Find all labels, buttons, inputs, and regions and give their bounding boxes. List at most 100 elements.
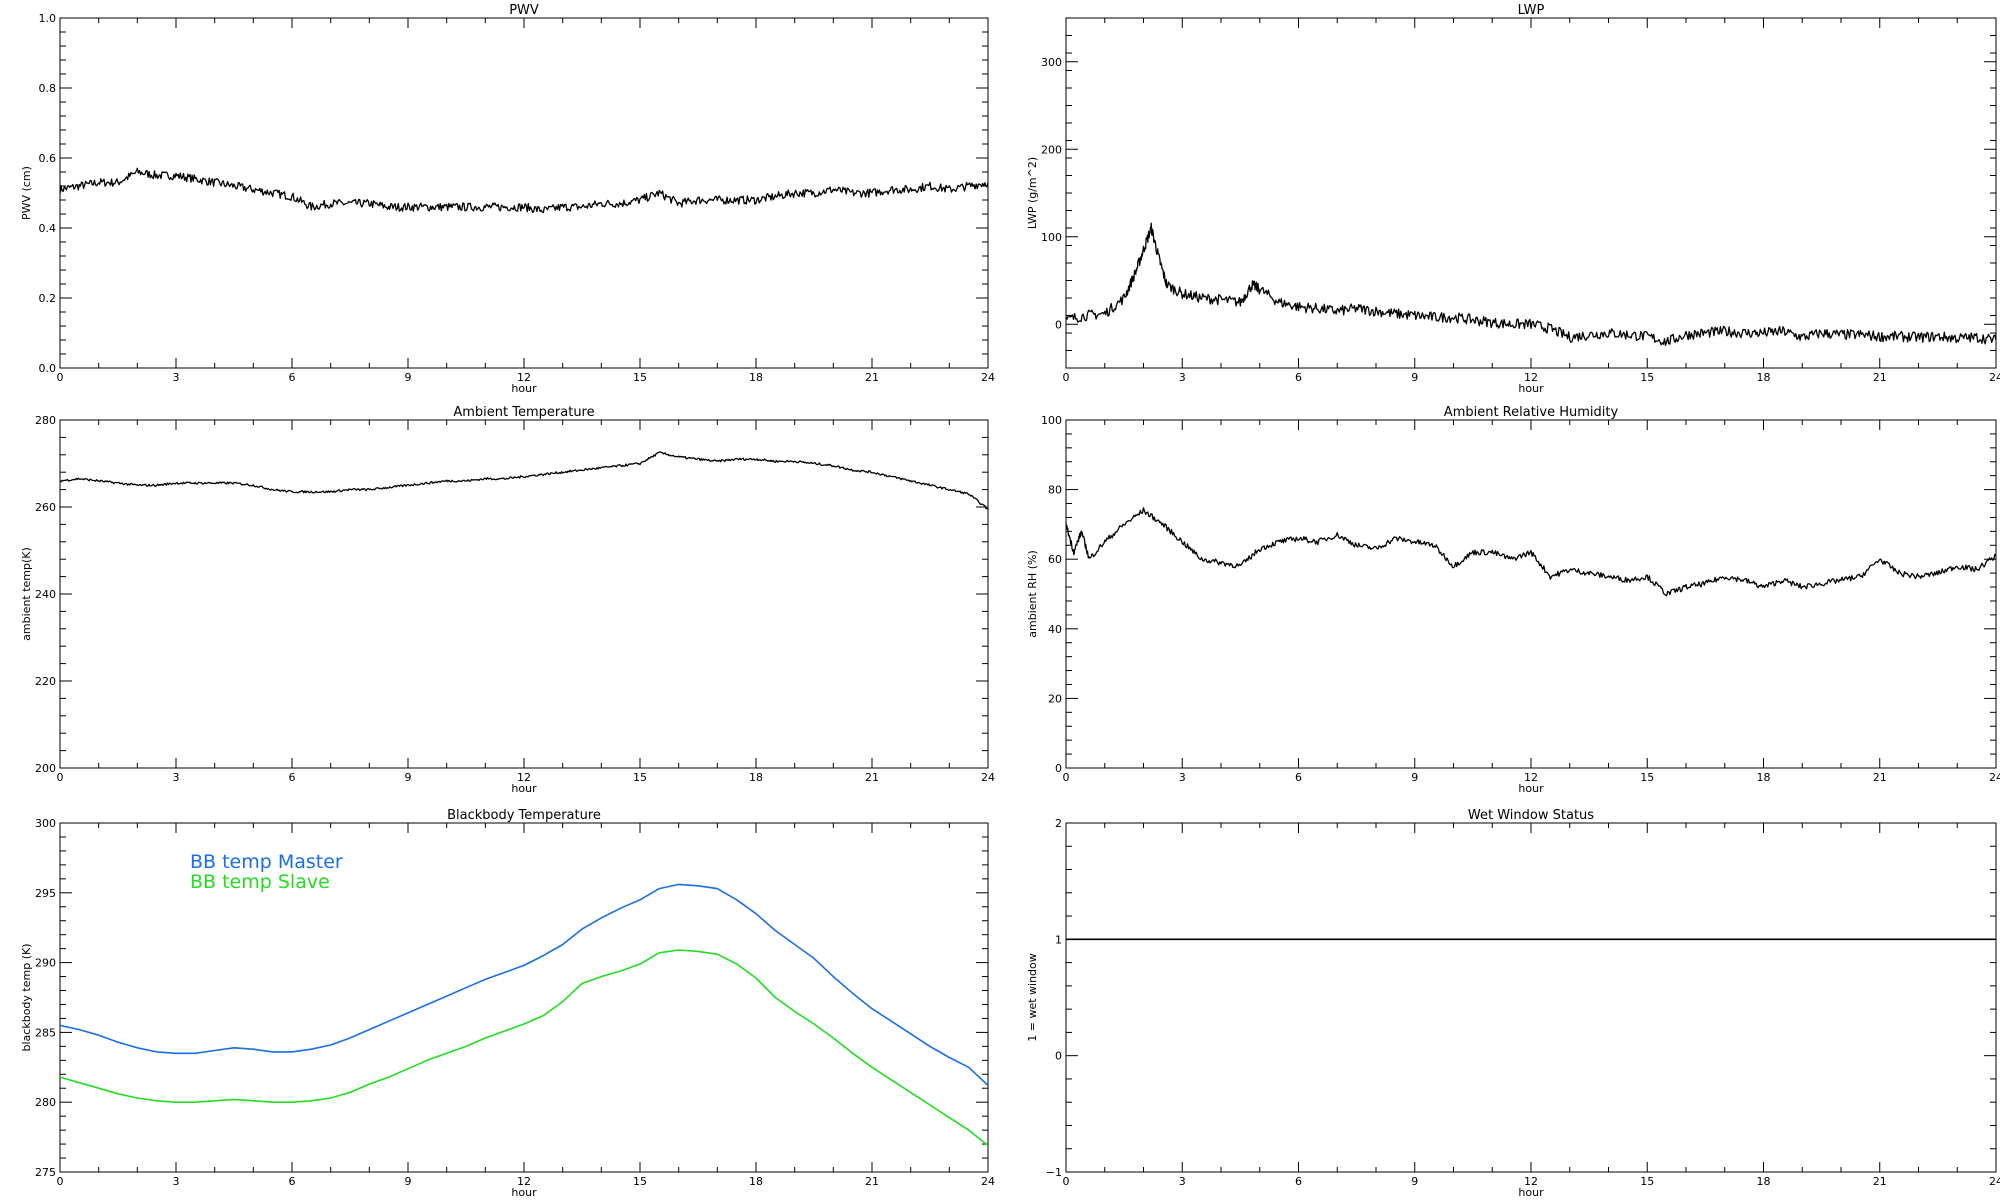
x-tick-label: 9 bbox=[405, 771, 412, 784]
y-tick-label: 100 bbox=[1041, 414, 1062, 427]
y-tick-label: 275 bbox=[35, 1166, 56, 1179]
series-line-bb-temp-slave bbox=[60, 949, 988, 1147]
plot-frame bbox=[59, 17, 989, 369]
x-tick-label: 6 bbox=[1295, 771, 1302, 784]
y-tick-label: 300 bbox=[35, 817, 56, 830]
y-axis-label: ambient temp(K) bbox=[20, 547, 33, 641]
x-axis-label: hour bbox=[511, 1186, 537, 1199]
x-tick-label: 3 bbox=[173, 771, 180, 784]
x-tick-label: 15 bbox=[633, 1175, 647, 1188]
series-line bbox=[1066, 507, 1996, 597]
chart-ambient-temperature: Ambient Temperature 0 3 6 9 12 15 18 21 24 200 220 2… bbox=[20, 405, 995, 795]
y-tick-label: 0 bbox=[1055, 762, 1062, 775]
y-tick-label: 0.6 bbox=[39, 152, 57, 165]
x-tick-label: 24 bbox=[981, 371, 995, 384]
chart-title: Blackbody Temperature bbox=[447, 808, 601, 823]
x-tick-label: 18 bbox=[1757, 371, 1771, 384]
plot-frame bbox=[1065, 17, 1997, 369]
x-tick-label: 18 bbox=[749, 371, 763, 384]
x-tick-label: 6 bbox=[1295, 371, 1302, 384]
y-tick-label: 0.0 bbox=[39, 362, 57, 375]
x-tick-label: 9 bbox=[405, 1175, 412, 1188]
x-tick-label: 18 bbox=[749, 771, 763, 784]
y-tick-label: 285 bbox=[35, 1026, 56, 1039]
x-tick-label: 0 bbox=[1063, 1175, 1070, 1188]
x-tick-label: 15 bbox=[633, 371, 647, 384]
y-tick-label: 0 bbox=[1055, 318, 1062, 331]
x-tick-label: 21 bbox=[865, 1175, 879, 1188]
chart-blackbody-temperature: Blackbody Temperature 0 3 6 9 12 15 18 21 24 275 28… bbox=[20, 808, 995, 1199]
y-tick-label: 0.2 bbox=[39, 292, 57, 305]
x-tick-label: 9 bbox=[405, 371, 412, 384]
legend-entry: BB temp Master bbox=[190, 851, 343, 873]
y-tick-label: 40 bbox=[1048, 623, 1062, 636]
y-tick-label: 200 bbox=[35, 762, 56, 775]
x-axis-label: hour bbox=[1518, 1186, 1544, 1199]
y-tick-label: 280 bbox=[35, 414, 56, 427]
x-tick-label: 0 bbox=[57, 1175, 64, 1188]
x-tick-label: 21 bbox=[1873, 771, 1887, 784]
y-tick-label: 0.8 bbox=[39, 82, 57, 95]
x-tick-label: 6 bbox=[1295, 1175, 1302, 1188]
y-tick-label: 2 bbox=[1055, 817, 1062, 830]
x-axis-label: hour bbox=[1518, 782, 1544, 795]
y-axis-label: PWV (cm) bbox=[20, 166, 33, 220]
chart-title: Ambient Temperature bbox=[453, 405, 594, 420]
y-axis-label: LWP (g/m^2) bbox=[1026, 157, 1039, 229]
y-axis-label: ambient RH (%) bbox=[1026, 550, 1039, 638]
x-axis-label: hour bbox=[511, 382, 537, 395]
x-tick-label: 24 bbox=[1989, 1175, 2000, 1188]
y-tick-label: 280 bbox=[35, 1096, 56, 1109]
chart-title: LWP bbox=[1518, 3, 1545, 18]
x-tick-label: 24 bbox=[981, 771, 995, 784]
y-tick-label: 0 bbox=[1055, 1050, 1062, 1063]
x-tick-label: 6 bbox=[289, 1175, 296, 1188]
x-tick-label: 0 bbox=[1063, 771, 1070, 784]
x-tick-label: 9 bbox=[1411, 371, 1418, 384]
x-tick-label: 12 bbox=[1524, 771, 1538, 784]
series-line bbox=[1066, 222, 1996, 346]
x-tick-label: 24 bbox=[1989, 771, 2000, 784]
x-tick-label: 21 bbox=[1873, 371, 1887, 384]
x-tick-label: 3 bbox=[1179, 1175, 1186, 1188]
x-tick-label: 9 bbox=[1411, 771, 1418, 784]
x-axis-label: hour bbox=[1518, 382, 1544, 395]
y-tick-label: 295 bbox=[35, 887, 56, 900]
y-tick-label: 1.0 bbox=[39, 12, 57, 25]
y-tick-label: 100 bbox=[1041, 231, 1062, 244]
x-tick-label: 24 bbox=[1989, 371, 2000, 384]
x-tick-label: 12 bbox=[1524, 371, 1538, 384]
x-tick-label: 15 bbox=[1640, 771, 1654, 784]
y-tick-label: 200 bbox=[1041, 143, 1062, 156]
x-tick-label: 18 bbox=[749, 1175, 763, 1188]
chart-pwv: PWV 0 3 6 9 12 15 18 21 24 0.0 0.2 0.4 0.6 0.8 1.0 hour P… bbox=[20, 3, 995, 395]
plot-frame bbox=[1065, 419, 1997, 769]
x-tick-label: 18 bbox=[1757, 771, 1771, 784]
y-axis-label: blackbody temp (K) bbox=[20, 944, 33, 1052]
x-tick-label: 0 bbox=[57, 371, 64, 384]
chart-lwp: LWP 0 3 6 9 12 15 18 21 24 0 100 200 300 hour LWP (g/m^… bbox=[1026, 3, 2000, 395]
x-tick-label: 9 bbox=[1411, 1175, 1418, 1188]
x-tick-label: 21 bbox=[865, 771, 879, 784]
y-tick-label: −1 bbox=[1046, 1166, 1062, 1179]
x-tick-label: 12 bbox=[1524, 1175, 1538, 1188]
x-tick-label: 12 bbox=[517, 371, 531, 384]
y-tick-label: 60 bbox=[1048, 553, 1062, 566]
y-tick-label: 20 bbox=[1048, 692, 1062, 705]
chart-title: Ambient Relative Humidity bbox=[1444, 405, 1619, 420]
x-tick-label: 15 bbox=[1640, 371, 1654, 384]
y-tick-label: 80 bbox=[1048, 484, 1062, 497]
y-tick-label: 290 bbox=[35, 957, 56, 970]
series-line bbox=[60, 167, 988, 214]
x-tick-label: 21 bbox=[865, 371, 879, 384]
y-tick-label: 260 bbox=[35, 501, 56, 514]
x-tick-label: 3 bbox=[1179, 371, 1186, 384]
x-axis-label: hour bbox=[511, 782, 537, 795]
x-tick-label: 6 bbox=[289, 771, 296, 784]
x-tick-label: 0 bbox=[57, 771, 64, 784]
chart-title: Wet Window Status bbox=[1468, 808, 1594, 823]
plot-frame bbox=[1065, 822, 1997, 1173]
x-tick-label: 21 bbox=[1873, 1175, 1887, 1188]
